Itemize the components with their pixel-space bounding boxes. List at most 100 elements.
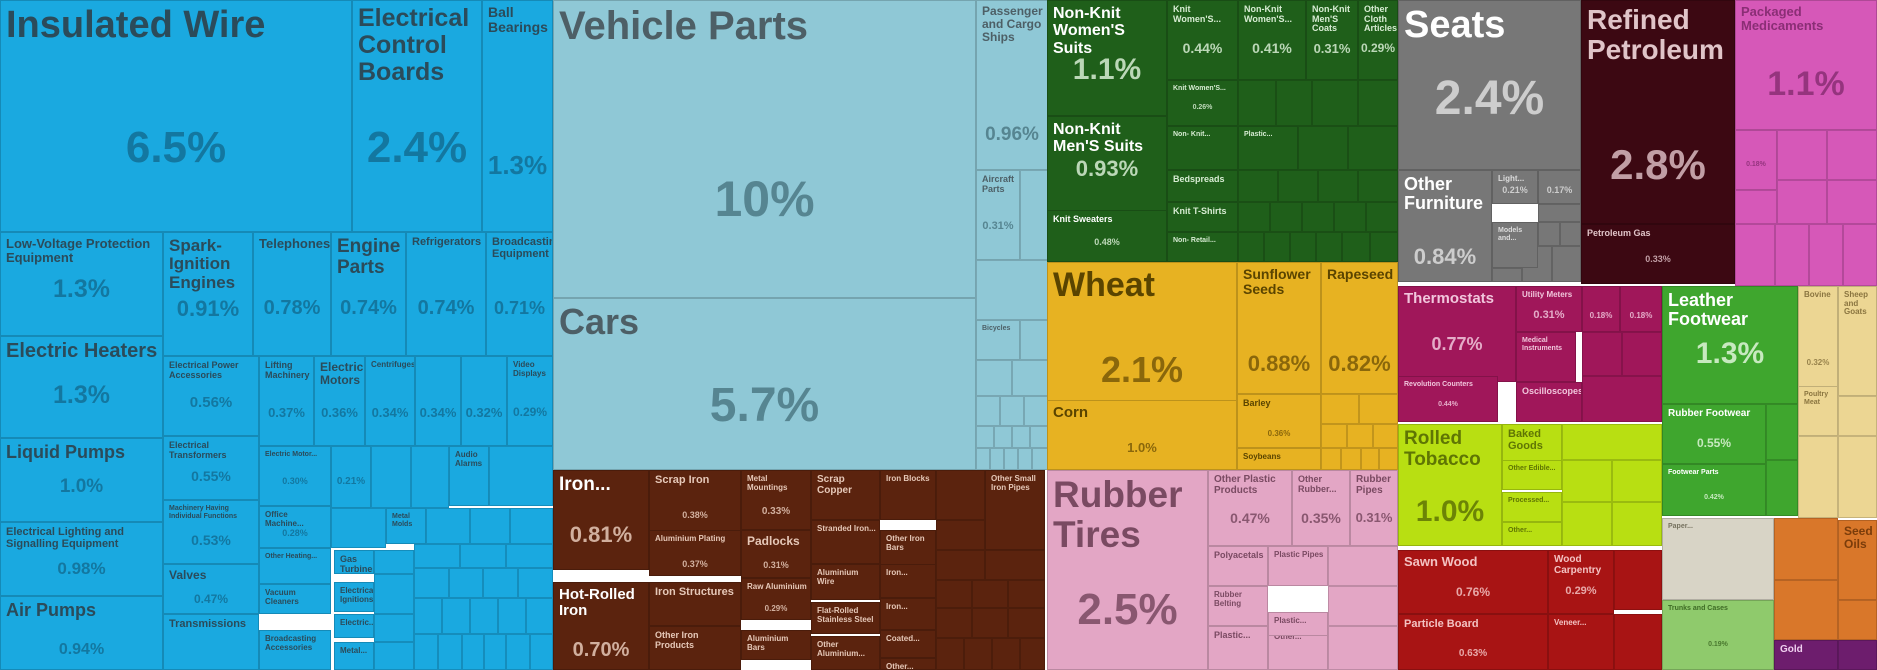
treemap-tile[interactable]: Non- Retail... — [1167, 232, 1238, 262]
treemap-tile[interactable]: Scrap Iron 0.38% — [649, 470, 741, 536]
treemap-tile[interactable]: Spark-Ignition Engines 0.91% — [163, 232, 253, 356]
treemap-tile[interactable]: Polyacetals — [1208, 546, 1268, 586]
treemap-tile[interactable]: Other Rubber... 0.35% — [1292, 470, 1350, 546]
treemap-tile[interactable]: Aircraft Parts 0.31% — [976, 170, 1020, 260]
treemap-tile[interactable]: Seats 2.4% — [1398, 0, 1581, 170]
treemap-tile[interactable]: Footwear Parts 0.42% — [1662, 464, 1766, 516]
treemap-tile[interactable]: Other Small Iron Pipes — [985, 470, 1045, 550]
treemap-tile[interactable]: Cars 5.7% — [553, 298, 976, 470]
treemap-tile[interactable]: Vehicle Parts 10% — [553, 0, 976, 298]
treemap-tile[interactable]: Thermostats 0.77% — [1398, 286, 1516, 382]
treemap-tile[interactable]: Scrap Copper — [811, 470, 880, 520]
treemap-tile[interactable]: Transmissions — [163, 614, 259, 670]
treemap-tile[interactable]: Petroleum Gas 0.33% — [1581, 224, 1735, 284]
treemap-tile[interactable]: Iron Structures — [649, 582, 741, 626]
treemap-tile[interactable]: Lifting Machinery 0.37% — [259, 356, 314, 446]
treemap-tile[interactable]: Electrical Control Boards 2.4% — [352, 0, 482, 232]
treemap-tile[interactable]: Centrifuges 0.34% — [365, 356, 415, 446]
treemap-tile[interactable]: Rubber Footwear 0.55% — [1662, 404, 1766, 464]
treemap-tile[interactable]: Iron Blocks — [880, 470, 936, 520]
treemap-tile[interactable]: Sunflower Seeds 0.88% — [1237, 262, 1321, 394]
treemap-tile[interactable]: Liquid Pumps 1.0% — [0, 438, 163, 522]
treemap-tile[interactable]: Hot-Rolled Iron 0.70% — [553, 582, 649, 670]
treemap-tile[interactable]: 0.18% — [1582, 286, 1620, 332]
treemap-tile[interactable]: Rolled Tobacco 1.0% — [1398, 424, 1502, 546]
treemap-tile[interactable]: Broadcasting Equipment 0.71% — [486, 232, 553, 356]
treemap-tile[interactable]: Veneer... — [1548, 614, 1614, 670]
treemap-tile[interactable]: Non-Knit Men'S Coats 0.31% — [1306, 0, 1358, 80]
treemap-tile[interactable]: Engine Parts 0.74% — [331, 232, 406, 356]
treemap-tile[interactable]: Stranded Iron... — [811, 520, 880, 564]
treemap-tile[interactable]: Corn 1.0% — [1047, 400, 1237, 470]
treemap-tile[interactable]: Valves 0.47% — [163, 564, 259, 614]
treemap-tile[interactable]: Metal Molds — [386, 508, 426, 544]
treemap-tile[interactable]: Non-Knit Women'S... 0.41% — [1238, 0, 1306, 80]
treemap-tile[interactable]: Video Displays 0.29% — [507, 356, 553, 446]
treemap-tile[interactable]: Leather Footwear 1.3% — [1662, 286, 1798, 404]
treemap-tile[interactable]: Sheep and Goats — [1838, 286, 1877, 396]
treemap-tile[interactable]: Flat-Rolled Stainless Steel — [811, 602, 880, 634]
treemap-tile[interactable]: Aluminium Bars — [741, 630, 811, 660]
treemap-tile[interactable]: Packaged Medicaments 1.1% — [1735, 0, 1877, 130]
treemap-tile[interactable]: Barley 0.36% — [1237, 394, 1321, 448]
treemap-tile[interactable]: 0.32% — [461, 356, 507, 446]
treemap-tile[interactable]: 0.34% — [415, 356, 461, 446]
treemap-tile[interactable]: Plastic Pipes — [1268, 546, 1328, 586]
treemap-tile[interactable]: Bicycles — [976, 320, 1020, 360]
treemap-tile[interactable]: Non-Knit Women'S Suits 1.1% — [1047, 0, 1167, 116]
treemap-tile[interactable]: Low-Voltage Protection Equipment 1.3% — [0, 232, 163, 336]
treemap-tile[interactable]: Light... 0.21% — [1492, 170, 1538, 204]
treemap-tile[interactable]: Electrical Lighting and Signalling Equip… — [0, 522, 163, 596]
treemap-tile[interactable]: Audio Alarms — [449, 446, 489, 506]
treemap-tile[interactable]: Raw Aluminium 0.29% — [741, 578, 811, 620]
treemap-tile[interactable]: Non-Knit Men'S Suits 0.93% — [1047, 116, 1167, 226]
treemap-tile[interactable]: Plastic... — [1268, 612, 1328, 636]
treemap-tile[interactable]: Refrigerators 0.74% — [406, 232, 486, 356]
treemap-tile[interactable]: Electric Motor... 0.30% — [259, 446, 331, 506]
treemap-tile[interactable]: Telephones 0.78% — [253, 232, 331, 356]
treemap-tile[interactable]: Air Pumps 0.94% — [0, 596, 163, 670]
treemap-tile[interactable]: Machinery Having Individual Functions 0.5… — [163, 500, 259, 564]
treemap-tile[interactable]: Wood Carpentry 0.29% — [1548, 550, 1614, 614]
treemap-tile[interactable]: Broadcasting Accessories — [259, 630, 331, 670]
treemap-tile[interactable]: Ball Bearings 1.3% — [482, 0, 553, 232]
treemap-tile[interactable]: Other Furniture 0.84% — [1398, 170, 1492, 282]
treemap-tile[interactable]: Other Edible... — [1502, 460, 1562, 490]
treemap-tile[interactable]: Vacuum Cleaners — [259, 584, 331, 614]
treemap-tile[interactable]: Passenger and Cargo Ships 0.96% — [976, 0, 1048, 170]
treemap-tile[interactable]: Electrical Power Accessories 0.56% — [163, 356, 259, 436]
treemap-tile[interactable]: Iron... — [880, 564, 936, 598]
treemap-tile[interactable]: 0.18% — [1620, 286, 1662, 332]
treemap-tile[interactable]: Padlocks 0.31% — [741, 530, 811, 578]
treemap-tile[interactable]: Rapeseed 0.82% — [1321, 262, 1398, 394]
treemap-tile[interactable]: Insulated Wire 6.5% — [0, 0, 352, 232]
treemap-tile[interactable]: Aluminium Plating 0.37% — [649, 530, 741, 576]
treemap-tile[interactable]: Bedspreads — [1167, 170, 1238, 202]
treemap-tile[interactable]: Other... — [1502, 522, 1562, 546]
treemap-tile[interactable]: Medical Instruments — [1516, 332, 1576, 382]
treemap-tile[interactable]: Electric Heaters 1.3% — [0, 336, 163, 438]
treemap-tile[interactable]: Gold — [1774, 640, 1838, 670]
treemap-tile[interactable]: Office Machine... 0.28% — [259, 506, 331, 548]
treemap-tile[interactable]: Metal... — [334, 642, 374, 670]
treemap-tile[interactable]: Rubber Tires 2.5% — [1047, 470, 1208, 670]
treemap-tile[interactable]: Knit Women'S... 0.44% — [1167, 0, 1238, 80]
treemap-tile[interactable]: 0.21% — [331, 446, 371, 508]
treemap-tile[interactable]: Particle Board 0.63% — [1398, 614, 1548, 670]
treemap-tile[interactable]: Knit T-Shirts — [1167, 202, 1238, 232]
treemap-tile[interactable]: Paper... — [1662, 518, 1774, 600]
treemap-tile[interactable]: Sawn Wood 0.76% — [1398, 550, 1548, 614]
treemap-tile[interactable]: Electric Motors 0.36% — [314, 356, 365, 446]
treemap-tile[interactable]: Models and... — [1492, 222, 1538, 268]
treemap-tile[interactable]: Gas Turbines — [334, 550, 374, 574]
treemap-tile[interactable]: Seed Oils — [1838, 520, 1877, 600]
treemap-tile[interactable]: Iron... — [880, 598, 936, 630]
treemap-tile[interactable]: Processed... — [1502, 492, 1562, 522]
treemap-tile[interactable]: Non- Knit... — [1167, 126, 1238, 170]
treemap-tile[interactable]: Bovine 0.32% — [1798, 286, 1838, 396]
treemap-tile[interactable]: Knit Women'S... 0.26% — [1167, 80, 1238, 126]
treemap-tile[interactable]: Electrical Ignitions — [334, 582, 374, 612]
treemap-tile[interactable]: Poultry Meat — [1798, 386, 1838, 436]
treemap-tile[interactable]: Electrical Transformers 0.55% — [163, 436, 259, 500]
treemap-tile[interactable]: Oscilloscopes — [1516, 382, 1582, 422]
